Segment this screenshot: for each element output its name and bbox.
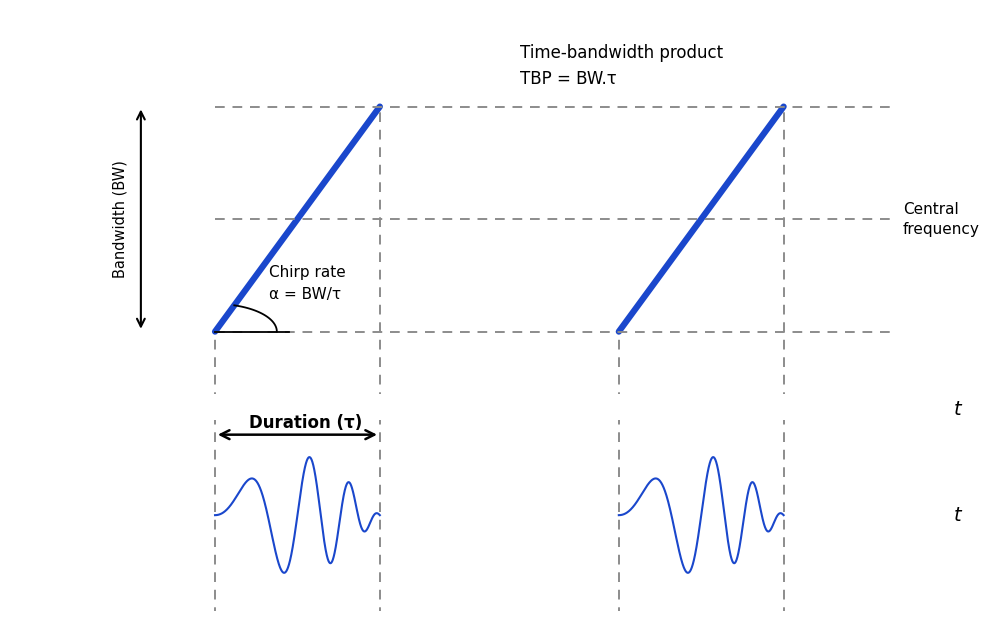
Text: $t$: $t$ (953, 399, 962, 418)
Text: $t$: $t$ (953, 506, 962, 525)
Text: Duration (τ): Duration (τ) (249, 413, 362, 432)
Text: Bandwidth (BW): Bandwidth (BW) (113, 160, 128, 278)
Text: Chirp rate
α = BW/τ: Chirp rate α = BW/τ (269, 265, 345, 302)
Text: Time-bandwidth product
TBP = BW.τ: Time-bandwidth product TBP = BW.τ (520, 44, 723, 88)
Text: Central
frequency: Central frequency (904, 202, 980, 237)
